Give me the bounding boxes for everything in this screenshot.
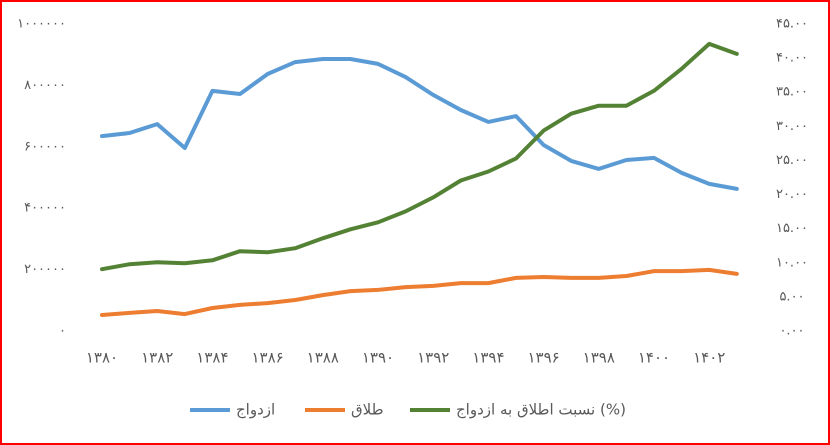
legend-label: طلاق — [351, 401, 384, 419]
x-tick-label: ۱۳۸۸ — [307, 349, 339, 367]
y2-tick-label: ۴۰.۰۰ — [776, 51, 808, 66]
x-tick-label: ۱۴۰۰ — [638, 349, 670, 367]
y2-tick-label: ۵.۰۰ — [779, 289, 804, 304]
y-tick-label: ۲۰۰۰۰۰ — [24, 262, 66, 277]
y2-tick-label: ۱۵.۰۰ — [776, 221, 808, 236]
legend-label: نسبت اطلاق به ازدواج (%) — [456, 401, 626, 420]
y2-tick-label: ۴۵.۰۰ — [776, 17, 808, 32]
y-tick-label: ۸۰۰۰۰۰ — [24, 78, 66, 93]
y2-tick-label: ۰.۰۰ — [779, 324, 804, 339]
x-tick-label: ۱۳۹۰ — [362, 349, 394, 367]
y2-tick-label: ۳۵.۰۰ — [776, 85, 808, 100]
y2-tick-label: ۲۵.۰۰ — [776, 153, 808, 168]
x-tick-label: ۱۳۸۴ — [196, 349, 228, 367]
x-tick-label: ۱۳۸۰ — [86, 349, 118, 367]
series-line — [100, 57, 739, 191]
x-tick-label: ۱۳۹۶ — [527, 349, 559, 367]
y-tick-label: ۱۰۰۰۰۰۰ — [17, 17, 66, 32]
x-tick-label: ۱۳۹۸ — [583, 349, 615, 367]
legend-label: ازدواج — [236, 401, 275, 420]
y-tick-label: ۴۰۰۰۰۰ — [24, 201, 66, 216]
y2-tick-label: ۳۰.۰۰ — [776, 119, 808, 134]
y-tick-label: ۶۰۰۰۰۰ — [24, 139, 66, 154]
x-tick-label: ۱۳۸۶ — [251, 349, 283, 367]
series-line — [100, 41, 739, 272]
y-tick-label: ۰ — [59, 324, 66, 339]
series-line — [100, 267, 739, 317]
y2-tick-label: ۱۰.۰۰ — [776, 255, 808, 270]
x-tick-label: ۱۳۹۲ — [417, 349, 449, 367]
x-tick-label: ۱۳۸۲ — [141, 349, 173, 367]
x-tick-label: ۱۴۰۲ — [693, 349, 725, 367]
y2-tick-label: ۲۰.۰۰ — [776, 187, 808, 202]
x-tick-label: ۱۳۹۴ — [472, 349, 504, 367]
